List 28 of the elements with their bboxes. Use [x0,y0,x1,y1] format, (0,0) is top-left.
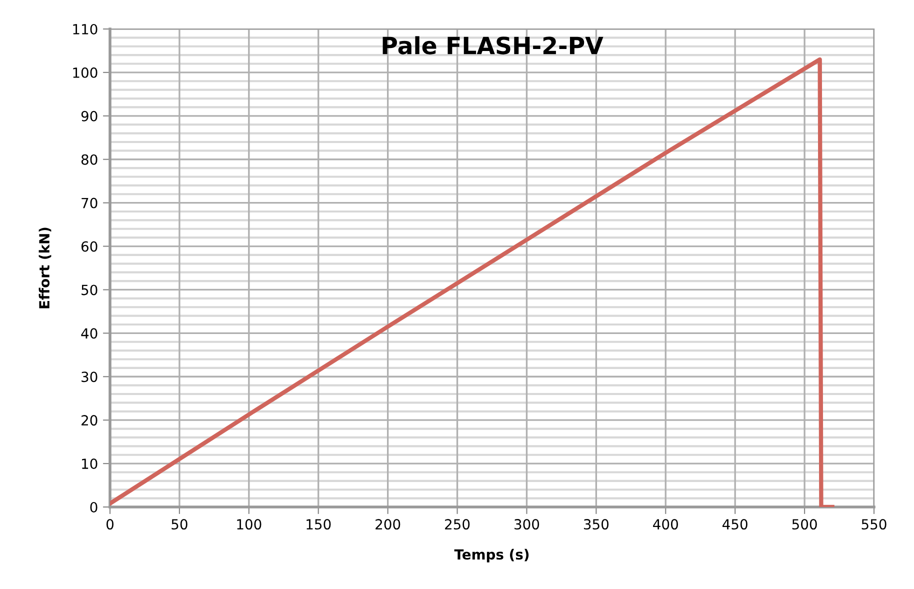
y-tick-label: 30 [82,372,98,382]
y-axis-title: Effort (kN) [38,228,52,308]
x-tick-label: 550 [862,519,886,530]
x-tick-label: 350 [584,519,609,530]
y-tick-label: 40 [81,328,98,339]
x-tick-label: 150 [306,519,331,530]
x-tick-label: 300 [514,519,540,530]
x-tick-label: 100 [237,519,262,530]
y-tick-label: 20 [82,415,98,426]
x-axis-title: Temps (s) [454,548,529,562]
x-tick-label: 200 [376,519,400,530]
y-tick-label: 110 [73,24,98,34]
y-tick-label: 50 [82,284,98,296]
x-tick-label: 450 [722,519,748,530]
y-tick-label: 0 [90,502,98,512]
y-tick-label: 90 [81,110,98,122]
x-tick-label: 500 [792,519,817,530]
y-tick-label: 10 [82,458,98,470]
chart-title: Pale FLASH-2-PV [382,36,604,54]
y-tick-label: 80 [81,154,98,165]
x-tick-label: 0 [106,519,114,530]
x-tick-label: 50 [172,519,188,530]
line-series [110,57,834,507]
y-tick-label: 60 [81,241,98,252]
y-tick-label: 70 [82,198,98,208]
y-tick-label: 100 [73,67,98,78]
x-tick-label: 250 [445,519,470,530]
x-tick-label: 400 [653,519,678,530]
